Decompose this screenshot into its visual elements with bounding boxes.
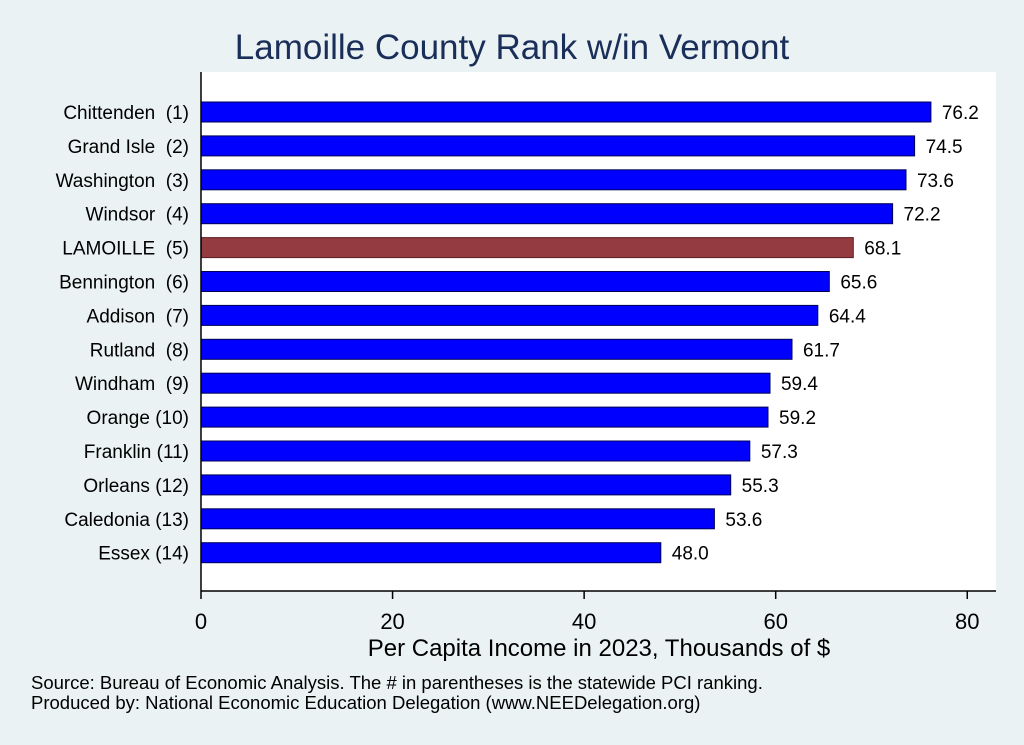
value-label-chittenden: 76.2 bbox=[942, 103, 979, 124]
category-label-bennington: Bennington (6) bbox=[59, 273, 189, 294]
x-tick-label-80: 80 bbox=[955, 609, 979, 634]
bar-chittenden bbox=[200, 101, 932, 123]
bar-rutland bbox=[200, 338, 793, 360]
source-note: Source: Bureau of Economic Analysis. The… bbox=[31, 672, 763, 693]
value-label-essex: 48.0 bbox=[672, 544, 709, 565]
value-label-lamoille: 68.1 bbox=[864, 239, 901, 260]
category-label-lamoille: LAMOILLE (5) bbox=[62, 239, 189, 260]
category-label-grand-isle: Grand Isle (2) bbox=[68, 137, 189, 158]
category-label-rutland: Rutland (8) bbox=[90, 340, 189, 361]
value-label-grand-isle: 74.5 bbox=[926, 137, 963, 158]
value-label-franklin: 57.3 bbox=[761, 442, 798, 463]
value-label-addison: 64.4 bbox=[829, 306, 866, 327]
category-label-orange: Orange (10) bbox=[87, 408, 189, 429]
x-axis-label: Per Capita Income in 2023, Thousands of … bbox=[368, 635, 831, 662]
category-label-chittenden: Chittenden (1) bbox=[63, 103, 189, 124]
bar-essex bbox=[200, 542, 662, 564]
category-label-caledonia: Caledonia (13) bbox=[64, 510, 189, 531]
category-label-windsor: Windsor (4) bbox=[86, 205, 189, 226]
producer-note: Produced by: National Economic Education… bbox=[31, 692, 701, 713]
value-label-caledonia: 53.6 bbox=[725, 510, 762, 531]
category-label-franklin: Franklin (11) bbox=[84, 442, 189, 463]
x-tick-label-0: 0 bbox=[195, 609, 207, 634]
category-label-addison: Addison (7) bbox=[87, 306, 189, 327]
axes-layer: Chittenden (1) Grand Isle (2) Washington (… bbox=[56, 72, 996, 634]
x-tick-label-40: 40 bbox=[572, 609, 596, 634]
value-label-rutland: 61.7 bbox=[803, 340, 840, 361]
chart-title: Lamoille County Rank w/in Vermont bbox=[235, 28, 790, 67]
x-tick-label-60: 60 bbox=[763, 609, 787, 634]
bars-layer: 76.2 74.5 73.6 72.268.1 65.6 64.4 61.7 59.4 59.2… bbox=[200, 101, 979, 565]
bar-franklin bbox=[200, 440, 751, 462]
bar-addison bbox=[200, 304, 819, 326]
value-label-orleans: 55.3 bbox=[742, 476, 779, 497]
bar-windham bbox=[200, 372, 771, 394]
plot-area bbox=[201, 72, 996, 591]
bar-grand-isle bbox=[200, 135, 916, 157]
x-tick-label-20: 20 bbox=[380, 609, 404, 634]
value-label-orange: 59.2 bbox=[779, 408, 816, 429]
bar-lamoille bbox=[200, 237, 854, 259]
value-label-washington: 73.6 bbox=[917, 171, 954, 192]
category-label-essex: Essex (14) bbox=[98, 544, 189, 565]
bar-washington bbox=[200, 169, 907, 191]
category-label-windham: Windham (9) bbox=[75, 374, 189, 395]
bar-caledonia bbox=[200, 508, 715, 530]
value-label-windsor: 72.2 bbox=[904, 205, 941, 226]
value-label-windham: 59.4 bbox=[781, 374, 818, 395]
bar-orleans bbox=[200, 474, 732, 496]
category-label-orleans: Orleans (12) bbox=[83, 476, 189, 497]
bar-windsor bbox=[200, 203, 894, 225]
category-label-washington: Washington (3) bbox=[56, 171, 189, 192]
bar-orange bbox=[200, 406, 769, 428]
bar-bennington bbox=[200, 271, 830, 292]
value-label-bennington: 65.6 bbox=[840, 273, 877, 294]
